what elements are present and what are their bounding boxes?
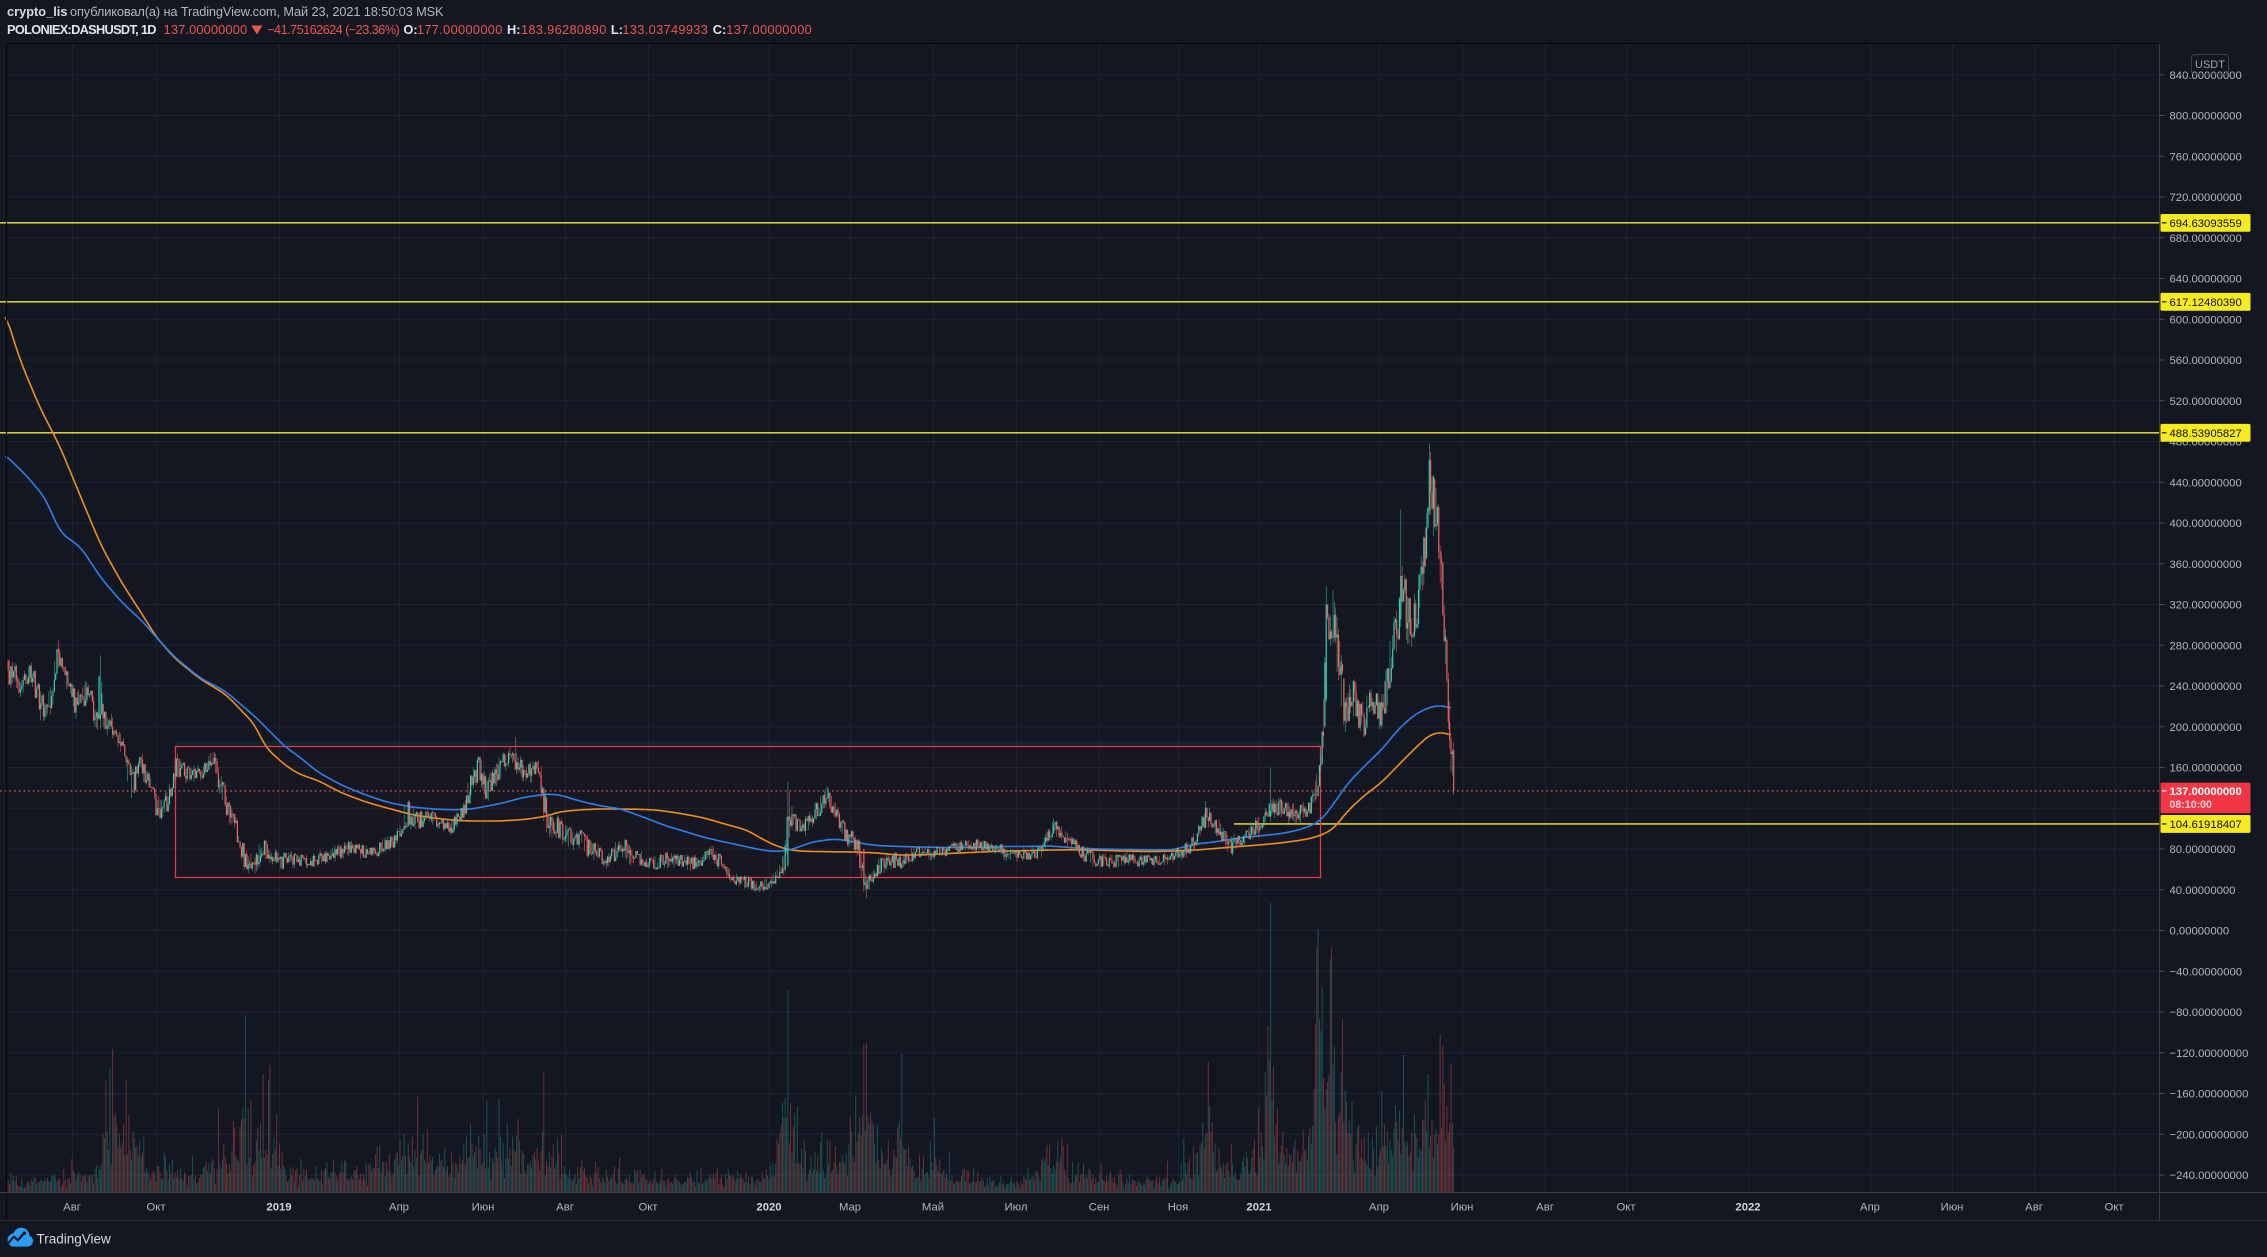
svg-text:08:10:00: 08:10:00: [2170, 799, 2213, 811]
svg-text:−200.00000000: −200.00000000: [2170, 1129, 2249, 1141]
svg-text:400.00000000: 400.00000000: [2170, 518, 2242, 530]
svg-text:2021: 2021: [1246, 1202, 1271, 1214]
svg-text:2020: 2020: [756, 1202, 781, 1214]
svg-text:2019: 2019: [266, 1202, 291, 1214]
svg-text:Авг: Авг: [63, 1202, 81, 1214]
svg-text:O:: O:: [403, 22, 417, 37]
svg-text:Окт: Окт: [146, 1202, 165, 1214]
svg-text:Июн: Июн: [472, 1202, 495, 1214]
svg-text:80.00000000: 80.00000000: [2170, 844, 2236, 856]
svg-text:Авг: Авг: [2025, 1202, 2043, 1214]
svg-text:137.00000000: 137.00000000: [726, 22, 812, 37]
svg-text:520.00000000: 520.00000000: [2170, 396, 2242, 408]
svg-text:H:: H:: [507, 22, 521, 37]
svg-text:Авг: Авг: [556, 1202, 574, 1214]
svg-text:Авг: Авг: [1536, 1202, 1554, 1214]
svg-text:Окт: Окт: [1616, 1202, 1635, 1214]
svg-text:440.00000000: 440.00000000: [2170, 477, 2242, 489]
svg-text:137.00000000: 137.00000000: [2170, 786, 2242, 798]
svg-text:−41.75162624 (−23.36%): −41.75162624 (−23.36%): [267, 22, 399, 37]
svg-text:40.00000000: 40.00000000: [2170, 885, 2236, 897]
svg-text:160.00000000: 160.00000000: [2170, 763, 2242, 775]
svg-text:760.00000000: 760.00000000: [2170, 151, 2242, 163]
svg-text:488.53905827: 488.53905827: [2170, 428, 2242, 440]
svg-text:Апр: Апр: [389, 1202, 409, 1214]
svg-text:177.00000000: 177.00000000: [417, 22, 503, 37]
svg-text:137.00000000: 137.00000000: [164, 22, 248, 37]
svg-text:−240.00000000: −240.00000000: [2170, 1170, 2249, 1182]
svg-text:640.00000000: 640.00000000: [2170, 274, 2242, 286]
svg-text:Апр: Апр: [1369, 1202, 1389, 1214]
svg-text:−160.00000000: −160.00000000: [2170, 1089, 2249, 1101]
svg-text:Сен: Сен: [1089, 1202, 1110, 1214]
svg-text:2022: 2022: [1735, 1202, 1760, 1214]
svg-text:L:: L:: [611, 22, 623, 37]
svg-text:Окт: Окт: [2104, 1202, 2123, 1214]
svg-text:200.00000000: 200.00000000: [2170, 722, 2242, 734]
svg-text:−40.00000000: −40.00000000: [2170, 966, 2243, 978]
svg-text:Май: Май: [922, 1202, 944, 1214]
svg-text:−120.00000000: −120.00000000: [2170, 1048, 2249, 1060]
svg-text:104.61918407: 104.61918407: [2170, 819, 2242, 831]
svg-text:TradingView: TradingView: [37, 1232, 112, 1247]
svg-text:840.00000000: 840.00000000: [2170, 70, 2242, 82]
svg-text:Мар: Мар: [839, 1202, 861, 1214]
svg-text:560.00000000: 560.00000000: [2170, 355, 2242, 367]
svg-text:Ноя: Ноя: [1168, 1202, 1189, 1214]
svg-text:−80.00000000: −80.00000000: [2170, 1007, 2243, 1019]
svg-text:183.96280890: 183.96280890: [521, 22, 607, 37]
svg-text:360.00000000: 360.00000000: [2170, 559, 2242, 571]
svg-text:720.00000000: 720.00000000: [2170, 192, 2242, 204]
svg-text:C:: C:: [713, 22, 727, 37]
svg-text:240.00000000: 240.00000000: [2170, 681, 2242, 693]
svg-text:0.00000000: 0.00000000: [2170, 926, 2230, 938]
svg-text:320.00000000: 320.00000000: [2170, 600, 2242, 612]
svg-text:Апр: Апр: [1860, 1202, 1880, 1214]
svg-text:Июн: Июн: [1941, 1202, 1964, 1214]
svg-text:800.00000000: 800.00000000: [2170, 111, 2242, 123]
svg-text:USDT: USDT: [2195, 59, 2225, 71]
svg-text:600.00000000: 600.00000000: [2170, 314, 2242, 326]
svg-text:опубликовал(а) на TradingView.: опубликовал(а) на TradingView.com, Май 2…: [70, 4, 444, 19]
svg-text:POLONIEX:DASHUSDT, 1D: POLONIEX:DASHUSDT, 1D: [7, 22, 156, 37]
svg-text:280.00000000: 280.00000000: [2170, 640, 2242, 652]
svg-text:694.63093559: 694.63093559: [2170, 218, 2242, 230]
svg-text:Окт: Окт: [638, 1202, 657, 1214]
svg-text:Июл: Июл: [1005, 1202, 1028, 1214]
svg-text:133.03749933: 133.03749933: [622, 22, 708, 37]
svg-text:617.12480390: 617.12480390: [2170, 297, 2242, 309]
svg-text:680.00000000: 680.00000000: [2170, 233, 2242, 245]
svg-text:crypto_lis: crypto_lis: [7, 4, 67, 19]
svg-text:Июн: Июн: [1451, 1202, 1474, 1214]
